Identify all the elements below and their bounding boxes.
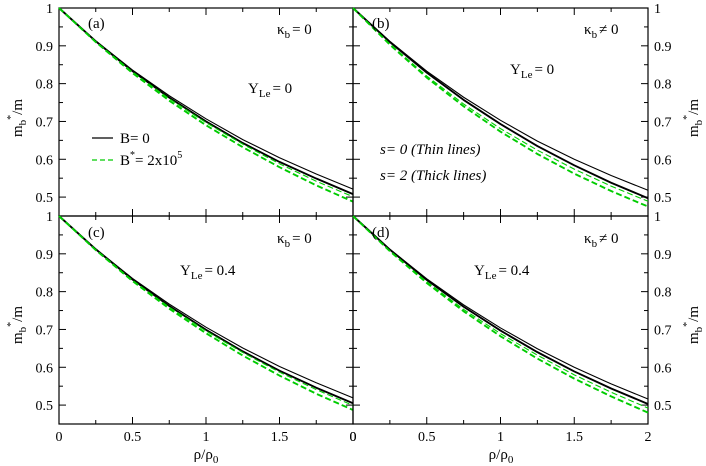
panel-d-ytick-label: 1 — [654, 210, 661, 225]
panels-group: 0.50.60.70.80.910.50.60.70.80.910.50.60.… — [36, 2, 672, 445]
panel-a-ytick-label: 0.8 — [36, 78, 54, 93]
panel-c-yle: YLe = 0.4 — [180, 263, 236, 282]
panel-a-series-thick-dashed — [58, 7, 354, 203]
panel-a-ytick-label: 0.6 — [36, 153, 54, 168]
panel-a-annotations: (a) κb = 0 YLe = 0 B= 0 B*= 2x105 — [88, 16, 312, 169]
panel-c-annotations: (c) κb = 0 YLe = 0.4 — [88, 225, 312, 282]
panel-b-yle: YLe = 0 — [510, 62, 554, 81]
panel-d-label: (d) — [372, 225, 390, 241]
panel-d-kappa: κb ≠ 0 — [584, 231, 619, 250]
panel-b-ytick-label: 0.8 — [654, 78, 672, 93]
panel-d-series-thick-solid — [352, 215, 649, 405]
panel-b-ytick-label: 1 — [654, 2, 661, 17]
x-axis-title-right: ρ/ρ0 — [489, 447, 514, 466]
panel-b-label: (b) — [372, 16, 390, 32]
y-axis-title-bottom-left: mb*/m — [6, 306, 29, 344]
y-axis-title-top-left: mb*/m — [6, 99, 29, 137]
legend-entry-b0: B= 0 — [120, 131, 150, 147]
panel-d-xtick-label: 0.5 — [418, 430, 436, 445]
x-axis-title-left: ρ/ρ0 — [194, 447, 219, 466]
panel-b-series-thick-solid — [352, 7, 649, 200]
panel-b-note-thin: s= 0 (Thin lines) — [380, 142, 481, 158]
panel-c-xtick-label: 0 — [56, 430, 63, 445]
panel-a-ytick-label: 0.7 — [36, 115, 54, 130]
panel-a-kappa: κb = 0 — [277, 22, 312, 41]
legend-entry-bstar: B*= 2x105 — [120, 150, 182, 169]
y-axis-title-bottom-right: mb*/m — [682, 306, 705, 344]
panel-b-kappa: κb ≠ 0 — [584, 22, 619, 41]
panel-c: 0.5 0.6 0.7 0.8 0.9 1 0 0.5 1 1.5 0 — [36, 210, 357, 445]
legend: B= 0 B*= 2x105 — [92, 131, 182, 169]
panel-c-xtick-label: 1 — [203, 430, 210, 445]
panel-c-xtick-label: 1.5 — [271, 430, 289, 445]
panel-c-ytick-label: 0.7 — [36, 323, 54, 338]
panel-d-annotations: (d) κb ≠ 0 YLe = 0.4 — [372, 225, 619, 282]
panel-d-ytick-label: 0.5 — [654, 399, 672, 414]
panel-c-label: (c) — [88, 225, 105, 241]
panel-b-ytick-label: 0.5 — [654, 191, 672, 206]
panel-c-kappa: κb = 0 — [277, 231, 312, 250]
panel-d-xtick-label: 1.5 — [566, 430, 584, 445]
panel-d: 0.5 0.6 0.7 0.8 0.9 1 0 0.5 1 1.5 2 — [350, 210, 672, 445]
panel-b-ytick-label: 0.9 — [654, 40, 672, 55]
panel-d-xtick-label: 2 — [645, 430, 652, 445]
panel-a-label: (a) — [88, 16, 105, 32]
panel-a-ytick-label: 0.5 — [36, 191, 54, 206]
panel-d-ytick-label: 0.8 — [654, 286, 672, 301]
panel-c-xtick-label: 0 — [350, 430, 357, 445]
panel-c-ytick-label: 1 — [46, 210, 53, 225]
panel-d-xtick-label: 0 — [350, 430, 357, 445]
panel-c-ytick-label: 0.8 — [36, 286, 54, 301]
panel-c-ytick-label: 0.6 — [36, 361, 54, 376]
panel-a-yle: YLe = 0 — [248, 81, 292, 100]
panel-a-ytick-label: 0.9 — [36, 40, 54, 55]
panel-b: 0.5 0.6 0.7 0.8 0.9 1 — [352, 2, 672, 217]
panel-c-ytick-label: 0.9 — [36, 248, 54, 263]
panel-d-series-thick-dashed — [352, 215, 649, 414]
panel-b-series-thick-dashed — [352, 7, 649, 208]
panel-c-xtick-label: 0.5 — [124, 430, 142, 445]
panel-b-note-thick: s= 2 (Thick lines) — [380, 168, 486, 184]
panel-d-ytick-label: 0.9 — [654, 248, 672, 263]
panel-c-series-thick-dashed — [58, 215, 354, 411]
panel-d-ytick-label: 0.7 — [654, 323, 672, 338]
panel-b-ytick-label: 0.6 — [654, 153, 672, 168]
y-axis-title-top-right: mb*/m — [682, 99, 705, 137]
panel-b-ytick-label: 0.7 — [654, 115, 672, 130]
panel-b-annotations: (b) κb ≠ 0 YLe = 0 s= 0 (Thin lines) s= 2 … — [372, 16, 619, 184]
panel-a-ytick-label: 1 — [46, 2, 53, 17]
panel-c-ytick-label: 0.5 — [36, 399, 54, 414]
panel-d-xtick-label: 1 — [497, 430, 504, 445]
panel-d-ytick-label: 0.6 — [654, 361, 672, 376]
panel-d-yle: YLe = 0.4 — [474, 263, 530, 282]
